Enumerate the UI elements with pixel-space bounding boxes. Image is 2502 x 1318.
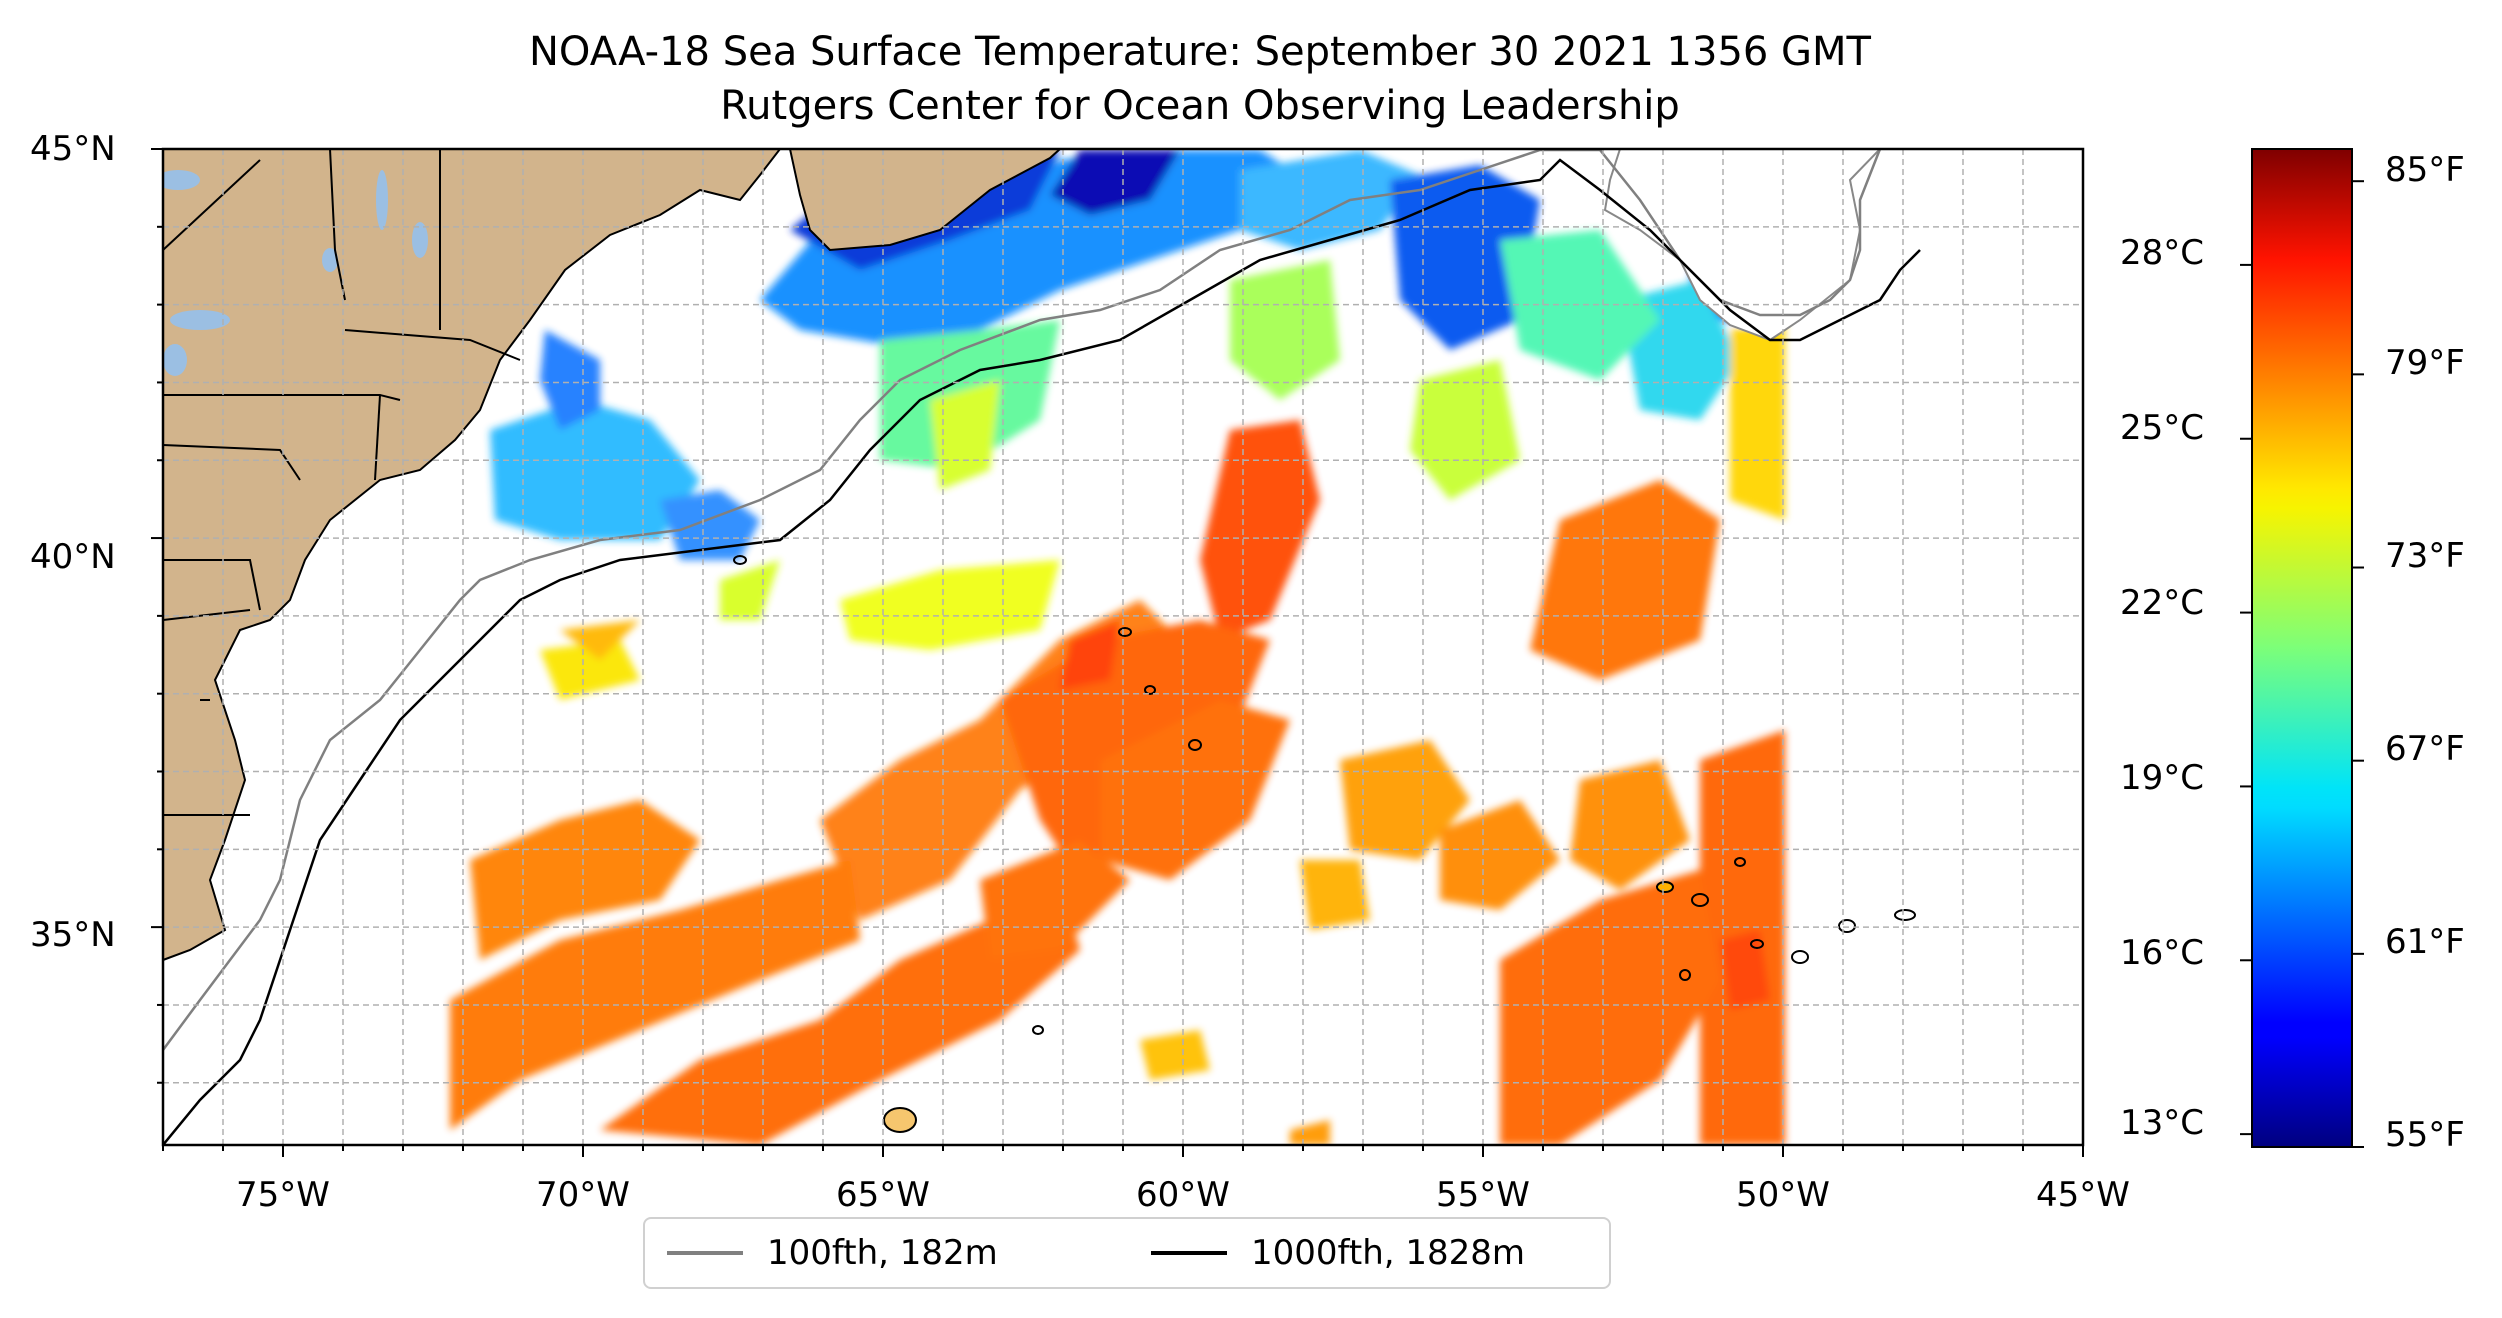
- colorbar-gradient: [2251, 148, 2353, 1148]
- colorbar-ticks: [2240, 180, 2364, 1148]
- lon-label-55w: 55°W: [1436, 1175, 1530, 1215]
- lon-label-45w: 45°W: [2036, 1175, 2130, 1215]
- colorbar-c-label-13: 13°C: [2120, 1103, 2205, 1143]
- colorbar-c-label-22: 22°C: [2120, 583, 2205, 623]
- map-legend: 100fth, 182m 1000fth, 1828m: [643, 1217, 1611, 1289]
- isobath-1000fth-line: [163, 158, 1921, 1145]
- colorbar-f-label-55: 55°F: [2385, 1115, 2465, 1155]
- colorbar-c-label-25: 25°C: [2120, 408, 2205, 448]
- lakes-layer: [163, 170, 428, 376]
- colorbar-c-label-19: 19°C: [2120, 758, 2205, 798]
- map-ticks: [151, 148, 2084, 1157]
- lon-label-70w: 70°W: [536, 1175, 630, 1215]
- map-gridlines: [162, 148, 2084, 1145]
- map-subtitle: Rutgers Center for Ocean Observing Leade…: [720, 83, 1680, 129]
- colorbar-f-label-79: 79°F: [2385, 343, 2465, 383]
- legend-item-100fth: 100fth, 182m: [667, 1233, 998, 1273]
- state-boundaries: [163, 149, 521, 816]
- lon-label-50w: 50°W: [1736, 1175, 1830, 1215]
- map-title: NOAA-18 Sea Surface Temperature: Septemb…: [529, 29, 1871, 75]
- lon-label-65w: 65°W: [836, 1175, 930, 1215]
- legend-label-100fth: 100fth, 182m: [767, 1233, 998, 1273]
- isobath-100fth-line: [163, 149, 1882, 1051]
- lat-label-35: 35°N: [30, 915, 116, 955]
- legend-item-1000fth: 1000fth, 1828m: [1151, 1233, 1525, 1273]
- lon-label-60w: 60°W: [1136, 1175, 1230, 1215]
- land-layer: [163, 149, 1882, 962]
- seamount-contours: [733, 555, 1916, 1133]
- lon-label-75w: 75°W: [236, 1175, 330, 1215]
- legend-swatch-1000fth: [1151, 1251, 1227, 1255]
- legend-swatch-100fth: [667, 1251, 743, 1255]
- lat-label-40: 40°N: [30, 537, 116, 577]
- colorbar-c-label-16: 16°C: [2120, 933, 2205, 973]
- colorbar-f-label-61: 61°F: [2385, 922, 2465, 962]
- colorbar-f-label-67: 67°F: [2385, 729, 2465, 769]
- colorbar-f-label-73: 73°F: [2385, 536, 2465, 576]
- colorbar-c-label-28: 28°C: [2120, 233, 2205, 273]
- lat-label-45: 45°N: [30, 129, 116, 169]
- colorbar-f-label-85: 85°F: [2385, 150, 2465, 190]
- legend-label-1000fth: 1000fth, 1828m: [1251, 1233, 1526, 1273]
